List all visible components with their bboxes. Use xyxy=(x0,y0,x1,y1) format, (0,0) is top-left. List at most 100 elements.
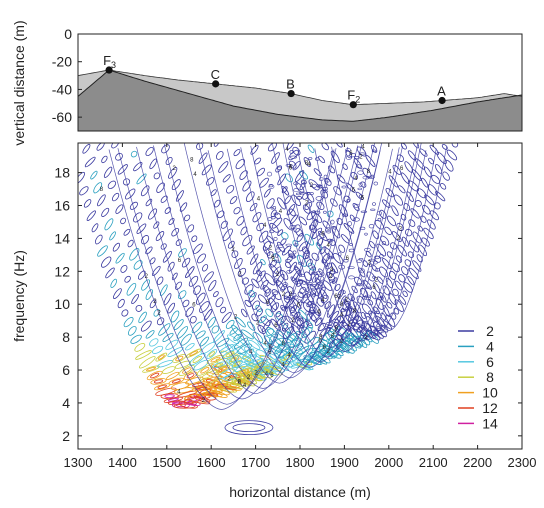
contour-mark xyxy=(302,192,309,200)
contour-mark xyxy=(309,351,323,362)
contour-mark xyxy=(403,203,411,212)
contour-mark xyxy=(200,367,210,374)
contour-line xyxy=(282,143,422,347)
contour-mark xyxy=(231,250,239,258)
contour-mark xyxy=(327,238,332,243)
contour-mark xyxy=(311,272,318,275)
contour-annotation: 2 xyxy=(145,274,149,280)
contour-mark xyxy=(441,143,448,150)
contour-annotation: 4 xyxy=(281,362,285,368)
contour-mark xyxy=(186,373,195,379)
contour-annotation: 6 xyxy=(289,166,293,172)
contour-mark xyxy=(365,286,371,289)
contour-mark xyxy=(401,236,409,247)
contour-mark xyxy=(341,213,349,217)
legend-label: 2 xyxy=(486,323,494,339)
contour-mark xyxy=(419,215,427,223)
contour-mark xyxy=(350,172,359,180)
contour-mark xyxy=(218,366,228,372)
contour-mark xyxy=(275,311,282,318)
contour-annotation: 6 xyxy=(319,338,323,344)
contour-annotation: 2 xyxy=(276,272,280,278)
contour-mark xyxy=(256,308,263,317)
contour-mark xyxy=(155,352,168,362)
contour-mark xyxy=(382,305,390,317)
contour-annotation: 2 xyxy=(310,183,314,189)
contour-annotation: 4 xyxy=(243,383,247,389)
legend-label: 10 xyxy=(482,385,498,401)
contour-mark xyxy=(206,177,215,186)
contour-mark xyxy=(142,365,160,373)
contour-mark xyxy=(345,182,356,193)
top-y-tick-label: -40 xyxy=(52,81,72,97)
contour-mark xyxy=(309,355,323,365)
contour-mark xyxy=(153,308,161,317)
contour-mark xyxy=(363,321,369,325)
contour-annotation: 6 xyxy=(178,258,182,264)
contour-annotation: 8 xyxy=(319,335,323,341)
contour-annotation: 2 xyxy=(153,299,157,305)
contour-mark xyxy=(305,311,313,315)
contour-mark xyxy=(312,227,323,240)
contour-annotation: 6 xyxy=(269,345,273,351)
contour-mark xyxy=(389,242,398,250)
contour-mark xyxy=(155,231,165,241)
contour-mark xyxy=(129,248,140,261)
bedrock-line xyxy=(78,69,522,122)
contour-mark xyxy=(311,183,317,188)
contour-mark xyxy=(350,297,355,301)
contour-mark xyxy=(273,278,280,284)
station-label: F2 xyxy=(347,88,360,105)
contour-mark xyxy=(170,310,180,323)
contour-mark xyxy=(267,217,273,222)
contour-annotation: 6 xyxy=(192,303,196,309)
contour-mark xyxy=(388,292,397,305)
contour-mark xyxy=(218,368,235,379)
contour-mark xyxy=(221,311,232,323)
contour-mark xyxy=(370,291,377,300)
contour-mark xyxy=(185,306,194,317)
contour-mark xyxy=(376,211,382,216)
contour-mark xyxy=(421,237,430,247)
legend-label: 12 xyxy=(482,400,498,416)
contour-mark xyxy=(374,328,383,331)
bottom-x-tick-label: 2100 xyxy=(419,455,448,470)
contour-mark xyxy=(300,180,307,185)
contour-mark xyxy=(242,180,252,192)
contour-mark xyxy=(247,358,264,367)
contour-annotation: 4 xyxy=(249,349,253,355)
contour-mark xyxy=(311,287,317,291)
contour-mark xyxy=(233,149,241,157)
top-y-axis: 0 -20 -40 -60 xyxy=(52,26,82,125)
contour-mark xyxy=(310,309,316,313)
contour-mark xyxy=(372,260,378,265)
contour-line xyxy=(297,150,427,342)
contour-mark xyxy=(444,159,454,172)
contour-mark xyxy=(227,240,235,249)
contour-mark xyxy=(252,261,263,275)
contour-mark xyxy=(276,166,282,171)
contour-annotation: 4 xyxy=(321,298,325,304)
contour-line xyxy=(183,143,376,384)
contour-mark xyxy=(130,150,138,158)
contour-mark xyxy=(230,356,237,362)
contour-mark xyxy=(295,170,305,183)
contour-mark xyxy=(275,253,279,258)
contour-mark xyxy=(348,248,355,253)
contour-mark xyxy=(326,210,334,218)
contour-mark xyxy=(177,290,187,300)
contour-mark xyxy=(273,237,278,241)
bottom-x-tick-label: 1900 xyxy=(330,455,359,470)
contour-mark xyxy=(215,362,224,367)
contour-mark xyxy=(244,284,254,295)
contour-mark xyxy=(292,292,297,298)
contour-annotation: 6 xyxy=(297,303,301,309)
contour-annotation: 6 xyxy=(323,345,327,351)
contour-mark xyxy=(101,256,112,268)
contour-annotation: 2 xyxy=(329,274,333,280)
contour-mark xyxy=(326,304,335,318)
contour-mark xyxy=(296,196,303,200)
contour-annotation: 4 xyxy=(327,243,331,249)
contour-annotation: 2 xyxy=(247,375,251,381)
contour-mark xyxy=(330,198,338,207)
